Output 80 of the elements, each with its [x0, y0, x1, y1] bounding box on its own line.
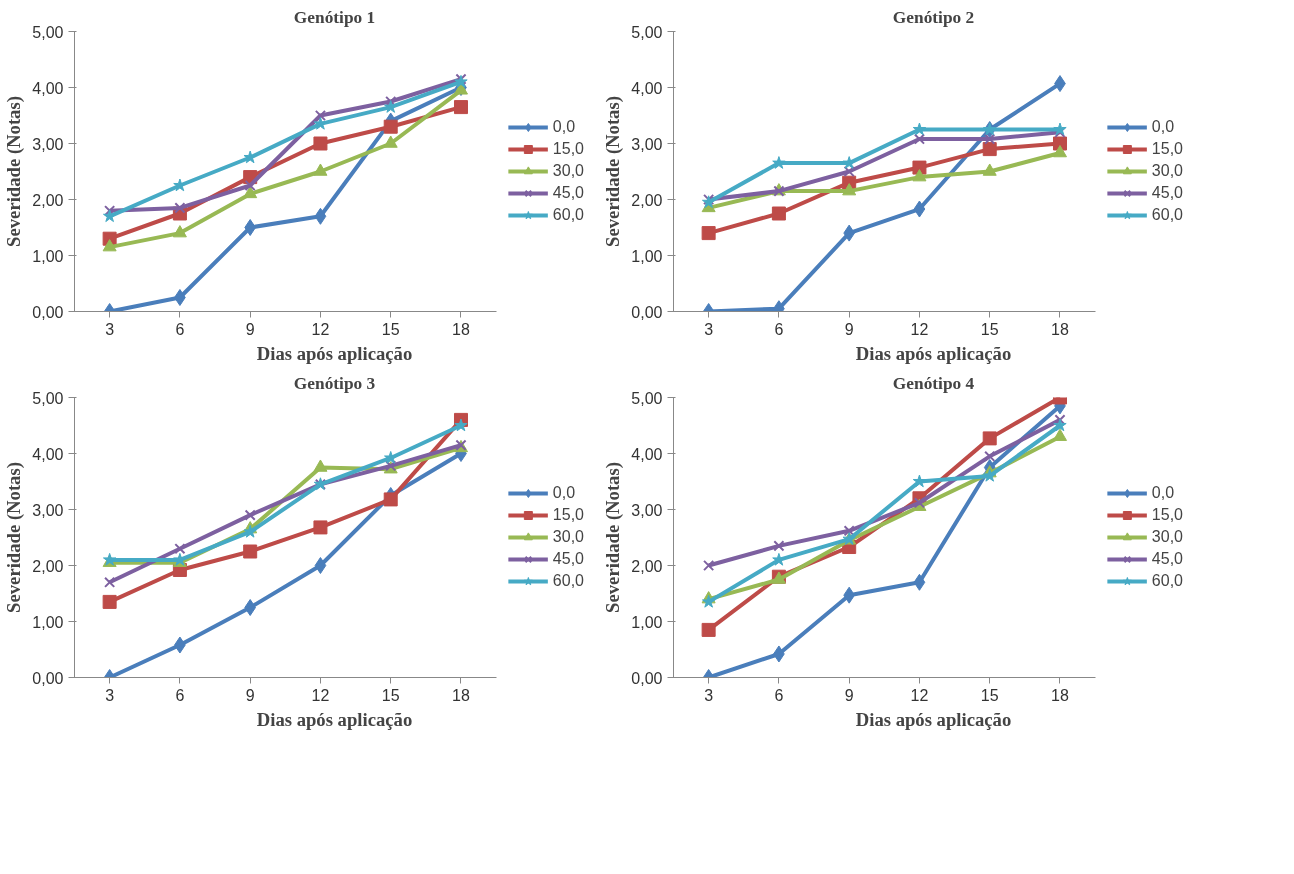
chart-title: Genótipo 3 [293, 373, 376, 393]
y-axis-title: Severidade (Notas) [602, 462, 625, 613]
legend-label: 30,0 [552, 528, 584, 546]
chart-title: Genótipo 4 [892, 373, 975, 393]
y-tick-label: 1,00 [631, 247, 663, 265]
y-tick-label: 5,00 [32, 389, 64, 407]
y-tick-label: 4,00 [32, 79, 64, 97]
x-tick-label: 3 [704, 320, 714, 338]
y-tick-label: 1,00 [32, 247, 64, 265]
x-tick-label: 15 [980, 320, 999, 338]
legend-label: 0,0 [1151, 118, 1175, 136]
x-axis-title: Dias após aplicação [855, 342, 1012, 364]
x-tick-label: 9 [245, 320, 255, 338]
y-tick-label: 0,00 [631, 669, 663, 687]
x-tick-label: 3 [105, 320, 115, 338]
x-tick-label: 9 [245, 686, 255, 704]
legend-label: 15,0 [1151, 140, 1183, 158]
x-tick-label: 12 [311, 320, 330, 338]
x-tick-label: 3 [105, 686, 115, 704]
x-tick-label: 18 [452, 320, 470, 338]
x-tick-label: 9 [844, 320, 854, 338]
legend-label: 0,0 [552, 484, 576, 502]
x-tick-label: 15 [381, 320, 400, 338]
legend-label: 60,0 [1151, 572, 1183, 590]
legend-label: 15,0 [1151, 506, 1183, 524]
legend-label: 15,0 [552, 140, 584, 158]
legend-label: 45,0 [552, 550, 584, 568]
y-tick-label: 3,00 [32, 501, 64, 519]
x-axis-title: Dias após aplicação [855, 708, 1012, 730]
y-tick-label: 3,00 [32, 135, 64, 153]
x-tick-label: 9 [844, 686, 854, 704]
y-axis-title: Severidade (Notas) [3, 96, 26, 247]
legend-label: 0,0 [1151, 484, 1175, 502]
y-tick-label: 5,00 [32, 23, 64, 41]
legend-label: 0,0 [552, 118, 576, 136]
legend-label: 45,0 [552, 184, 584, 202]
y-tick-label: 1,00 [631, 613, 663, 631]
legend-label: 30,0 [1151, 162, 1183, 180]
y-tick-label: 4,00 [631, 445, 663, 463]
y-tick-label: 2,00 [631, 557, 663, 575]
x-axis-title: Dias após aplicação [256, 342, 413, 364]
legend-label: 60,0 [552, 572, 584, 590]
x-tick-label: 18 [1051, 686, 1069, 704]
x-tick-label: 12 [910, 320, 929, 338]
legend-label: 30,0 [1151, 528, 1183, 546]
chart-title: Genótipo 1 [293, 7, 376, 27]
legend-label: 45,0 [1151, 550, 1183, 568]
y-tick-label: 4,00 [32, 445, 64, 463]
y-tick-label: 3,00 [631, 501, 663, 519]
y-tick-label: 0,00 [32, 669, 64, 687]
y-tick-label: 1,00 [32, 613, 64, 631]
y-tick-label: 5,00 [631, 23, 663, 41]
x-tick-label: 6 [774, 320, 784, 338]
x-tick-label: 18 [452, 686, 470, 704]
x-tick-label: 6 [175, 686, 185, 704]
y-tick-label: 4,00 [631, 79, 663, 97]
legend-label: 60,0 [1151, 206, 1183, 224]
y-tick-label: 2,00 [32, 557, 64, 575]
y-axis-title: Severidade (Notas) [602, 96, 625, 247]
x-tick-label: 15 [381, 686, 400, 704]
legend-label: 15,0 [552, 506, 584, 524]
x-tick-label: 6 [774, 686, 784, 704]
y-tick-label: 3,00 [631, 135, 663, 153]
y-tick-label: 0,00 [32, 303, 64, 321]
x-tick-label: 18 [1051, 320, 1069, 338]
x-tick-label: 12 [311, 686, 330, 704]
x-tick-label: 3 [704, 686, 714, 704]
legend-label: 45,0 [1151, 184, 1183, 202]
x-tick-label: 15 [980, 686, 999, 704]
x-tick-label: 12 [910, 686, 929, 704]
y-tick-label: 2,00 [631, 191, 663, 209]
y-tick-label: 2,00 [32, 191, 64, 209]
y-tick-label: 5,00 [631, 389, 663, 407]
y-axis-title: Severidade (Notas) [3, 462, 26, 613]
y-tick-label: 0,00 [631, 303, 663, 321]
legend-label: 30,0 [552, 162, 584, 180]
x-axis-title: Dias após aplicação [256, 708, 413, 730]
legend-label: 60,0 [552, 206, 584, 224]
chart-title: Genótipo 2 [892, 7, 975, 27]
x-tick-label: 6 [175, 320, 185, 338]
